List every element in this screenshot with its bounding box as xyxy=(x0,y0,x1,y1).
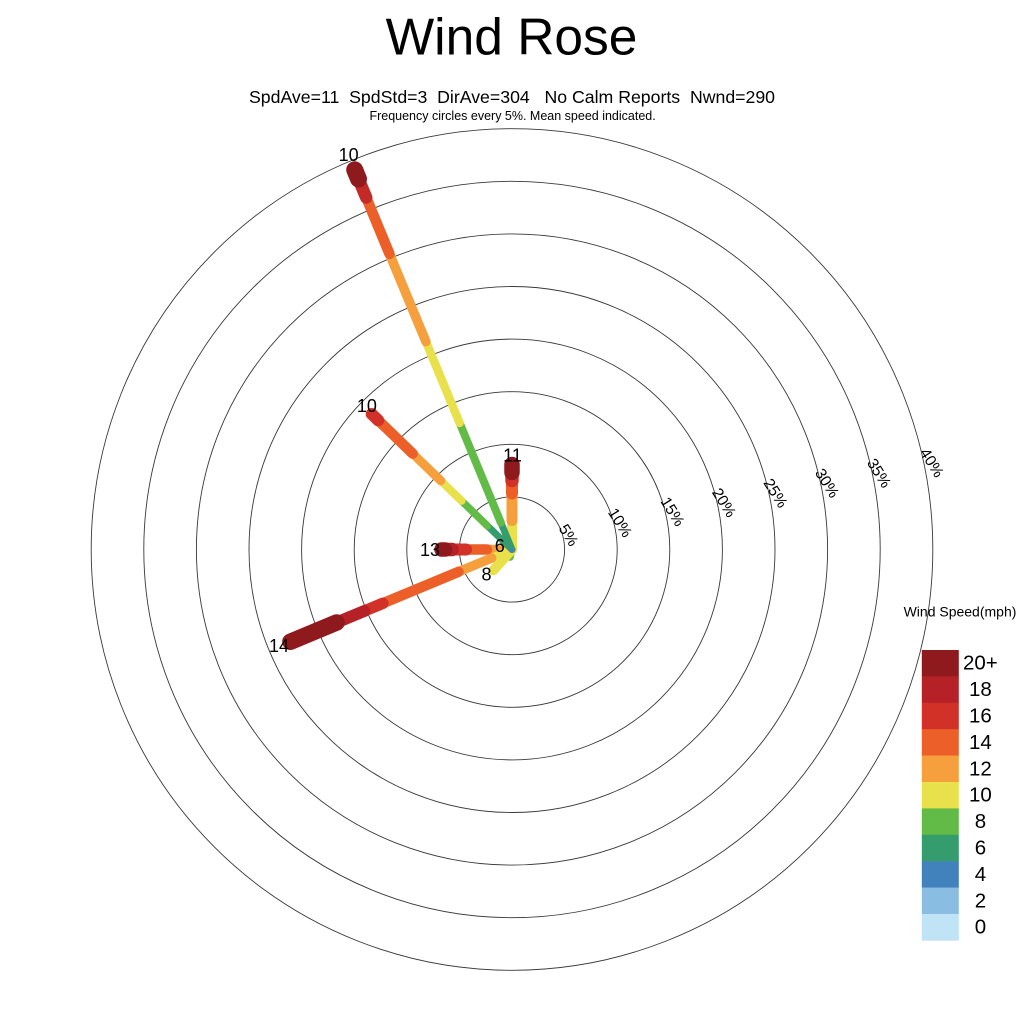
svg-text:2: 2 xyxy=(975,889,986,912)
svg-text:6: 6 xyxy=(975,837,986,860)
svg-text:14: 14 xyxy=(269,636,289,656)
svg-text:Wind Speed(mph): Wind Speed(mph) xyxy=(904,604,1017,620)
svg-text:8: 8 xyxy=(481,565,491,585)
svg-text:13: 13 xyxy=(420,540,440,560)
svg-text:0: 0 xyxy=(975,916,986,939)
svg-text:10: 10 xyxy=(357,396,377,416)
svg-text:11: 11 xyxy=(503,446,522,466)
svg-text:20+: 20+ xyxy=(963,652,998,675)
svg-text:8: 8 xyxy=(975,810,986,833)
svg-text:18: 18 xyxy=(969,678,992,701)
svg-text:10: 10 xyxy=(339,145,359,165)
svg-text:SpdAve=11 SpdStd=3 DirAve=30: SpdAve=11 SpdStd=3 DirAve=304 No Calm Re… xyxy=(249,87,775,107)
svg-text:4: 4 xyxy=(975,863,986,886)
svg-text:14: 14 xyxy=(969,731,992,754)
svg-text:12: 12 xyxy=(969,757,992,780)
svg-text:10: 10 xyxy=(969,784,992,807)
svg-text:Frequency circles every 5%. Me: Frequency circles every 5%. Mean speed i… xyxy=(369,109,655,123)
svg-text:Wind Rose: Wind Rose xyxy=(386,8,638,66)
svg-text:6: 6 xyxy=(495,536,505,556)
svg-text:16: 16 xyxy=(969,705,992,728)
